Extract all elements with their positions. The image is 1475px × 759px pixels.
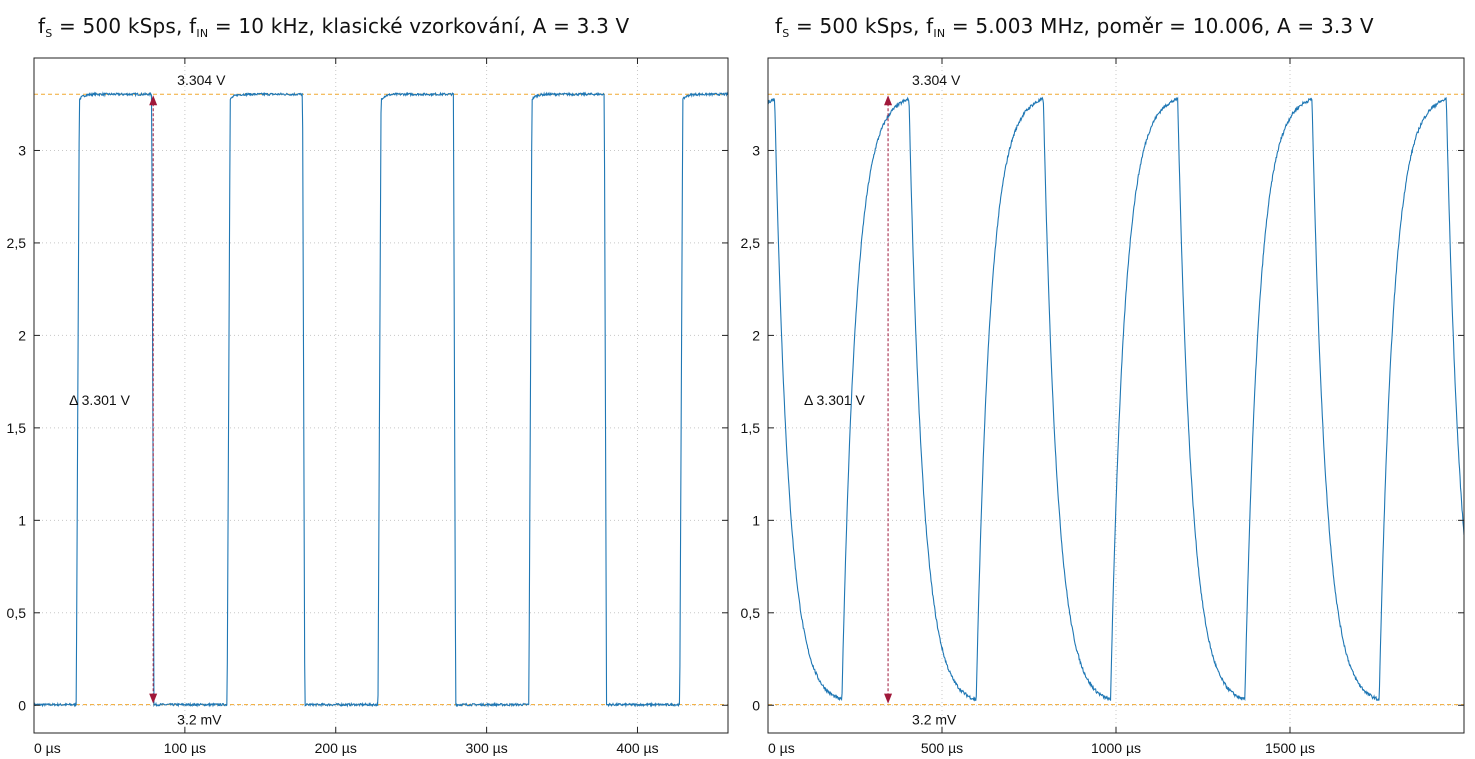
waveform-series [34,91,728,708]
chart-title: fS = 500 kSps, fIN = 5.003 MHz, poměr = … [775,14,1374,40]
x-tick-label: 100 µs [164,740,206,756]
delta-marker-arrow-down [884,693,893,704]
y-tick-label: 0,5 [7,605,27,621]
delta-marker-arrow-up [149,95,158,106]
y-tick-label: 2 [18,327,26,343]
waveform-series [768,96,1464,702]
low-level-label: 3.2 mV [912,712,957,728]
x-tick-label: 1500 µs [1265,740,1315,756]
y-tick-label: 1 [752,512,760,528]
y-tick-label: 2,5 [741,235,761,251]
delta-marker-arrow-down [149,693,158,704]
high-level-label: 3.304 V [912,72,961,88]
y-tick-label: 1,5 [7,420,27,436]
x-tick-label: 1000 µs [1091,740,1141,756]
y-tick-label: 2 [752,327,760,343]
x-tick-label: 0 µs [34,740,61,756]
delta-label: Δ 3.301 V [69,392,130,408]
high-level-label: 3.304 V [177,72,226,88]
plot-frame [33,57,729,734]
y-tick-label: 1,5 [741,420,761,436]
chart-svg: 0 µs 500 µs 1000 µs 1500 µs 0 0,5 1 1,5 2 2,5 3 3.3… [741,57,1465,756]
low-level-label: 3.2 mV [177,712,222,728]
delta-marker-arrow-up [884,95,893,106]
chart-title: fS = 500 kSps, fIN = 10 kHz, klasické vz… [38,14,630,40]
x-tick-label: 0 µs [768,740,795,756]
x-tick-label: 500 µs [921,740,963,756]
x-tick-label: 200 µs [315,740,357,756]
y-tick-label: 3 [18,142,26,158]
x-tick-label: 300 µs [465,740,507,756]
chart-svg: 0 µs 100 µs 200 µs 300 µs 400 µs 0 0,5 1 1,5 2 2,5… [7,57,729,756]
delta-label: Δ 3.301 V [804,392,865,408]
y-tick-label: 2,5 [7,235,27,251]
y-tick-label: 0 [18,697,26,713]
y-tick-label: 1 [18,512,26,528]
y-tick-label: 3 [752,142,760,158]
x-tick-label: 400 µs [616,740,658,756]
chart-panel-right: fS = 500 kSps, fIN = 5.003 MHz, poměr = … [737,0,1475,759]
chart-panel-left: fS = 500 kSps, fIN = 10 kHz, klasické vz… [0,0,737,759]
y-tick-label: 0,5 [741,605,761,621]
y-tick-label: 0 [752,697,760,713]
